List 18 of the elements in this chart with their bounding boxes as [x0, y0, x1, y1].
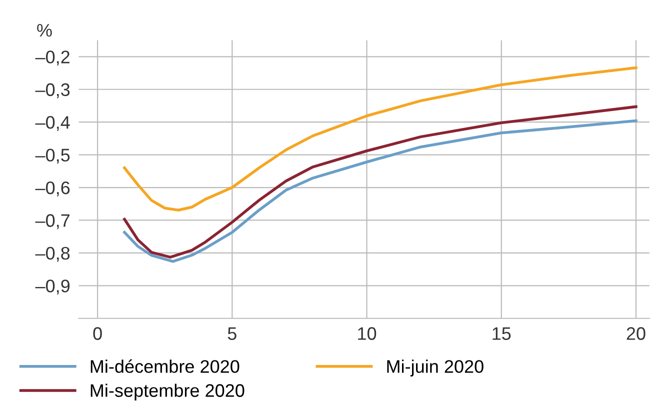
y-tick-label: –0,3 — [35, 83, 70, 98]
y-tick-label: –0,8 — [35, 246, 70, 262]
y-tick-label: –0,4 — [35, 116, 70, 131]
x-tick-label: 0 — [93, 327, 102, 340]
x-tick-label: 5 — [228, 327, 236, 340]
y-tick-label: –0,9 — [35, 280, 70, 295]
legend-label: Mi-décembre 2020 — [90, 359, 240, 373]
y-tick-label: –0,5 — [35, 148, 70, 164]
x-tick-label: 20 — [626, 327, 646, 340]
y-axis-title: % — [37, 24, 52, 37]
y-tick-label: –0,2 — [35, 50, 70, 66]
y-tick-label: –0,7 — [35, 214, 70, 230]
line-series — [123, 66, 638, 212]
x-tick-label: 15 — [492, 327, 511, 340]
y-tick-label: –0,6 — [35, 181, 70, 196]
legend-label: Mi-juin 2020 — [387, 360, 484, 376]
legend-label: Mi-septembre 2020 — [90, 384, 244, 401]
x-tick-label: 10 — [358, 327, 376, 340]
